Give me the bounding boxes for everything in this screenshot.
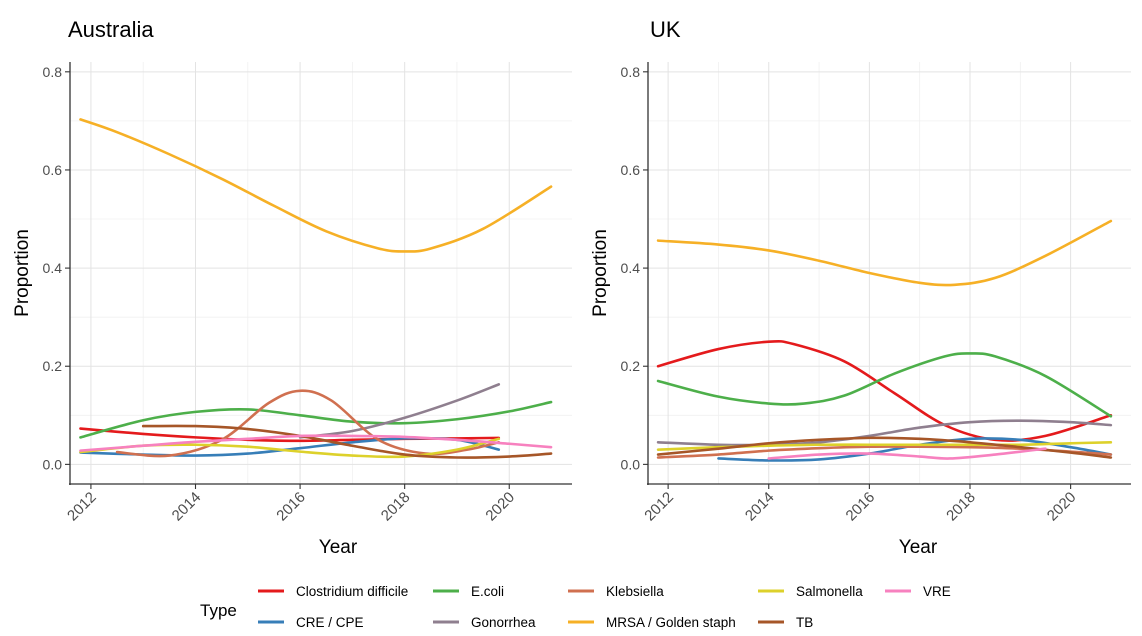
y-tick-label: 0.8	[621, 64, 641, 80]
legend-title: Type	[200, 601, 237, 620]
legend-label: E.coli	[471, 584, 504, 599]
series-line	[141, 424, 553, 459]
x-tick-label: 2012	[64, 489, 100, 525]
legend-label: Salmonella	[796, 584, 863, 599]
legend-label: Clostridium difficile	[296, 584, 408, 599]
panel-title: Australia	[68, 17, 154, 42]
y-axis-label: Proportion	[590, 229, 611, 317]
y-tick-label: 0.0	[621, 456, 641, 472]
panel-australia: 0.0 0.2 0.4 0.6 0.8 2012 2014 2016 2018 2020 Austr…	[12, 17, 572, 558]
x-axis-label: Year	[319, 537, 358, 558]
series-line	[656, 436, 1113, 459]
y-tick-label: 0.0	[43, 456, 63, 472]
legend-label: MRSA / Golden staph	[606, 615, 736, 630]
series-line	[656, 339, 1113, 442]
x-tick-label: 2020	[1044, 489, 1080, 525]
series-line	[656, 219, 1113, 287]
x-tick-label: 2020	[482, 489, 518, 525]
y-tick-label: 0.6	[621, 162, 641, 178]
legend-label: CRE / CPE	[296, 615, 364, 630]
series-line	[79, 118, 553, 253]
y-tick-label: 0.4	[43, 260, 63, 276]
legend-label: VRE	[923, 584, 951, 599]
series-line	[656, 352, 1113, 418]
series-line	[298, 383, 501, 439]
x-tick-label: 2016	[273, 489, 309, 525]
series-line	[79, 434, 553, 452]
x-tick-label: 2018	[378, 489, 414, 525]
y-tick-label: 0.4	[621, 260, 641, 276]
x-axis-label: Year	[899, 537, 938, 558]
y-tick-label: 0.8	[43, 64, 63, 80]
x-tick-label: 2014	[169, 489, 205, 525]
y-axis-label: Proportion	[12, 229, 33, 317]
series-line	[115, 389, 501, 458]
x-tick-label: 2018	[943, 489, 979, 525]
legend: Type Clostridium difficile CRE / CPE E.coli…	[200, 584, 951, 630]
legend-label: Klebsiella	[606, 584, 664, 599]
series-line	[79, 400, 553, 439]
legend-label: TB	[796, 615, 813, 630]
x-tick-label: 2014	[742, 489, 778, 525]
panel-title: UK	[650, 17, 681, 42]
y-tick-label: 0.2	[43, 358, 63, 374]
y-tick-label: 0.2	[621, 358, 641, 374]
x-tick-label: 2016	[843, 489, 879, 525]
x-tick-label: 2012	[641, 489, 677, 525]
y-tick-label: 0.6	[43, 162, 63, 178]
panel-uk: 0.0 0.2 0.4 0.6 0.8 2012 2014 2016 2018 2020 UK Yea…	[590, 17, 1131, 558]
legend-label: Gonorrhea	[471, 615, 536, 630]
series-line	[767, 447, 1047, 460]
